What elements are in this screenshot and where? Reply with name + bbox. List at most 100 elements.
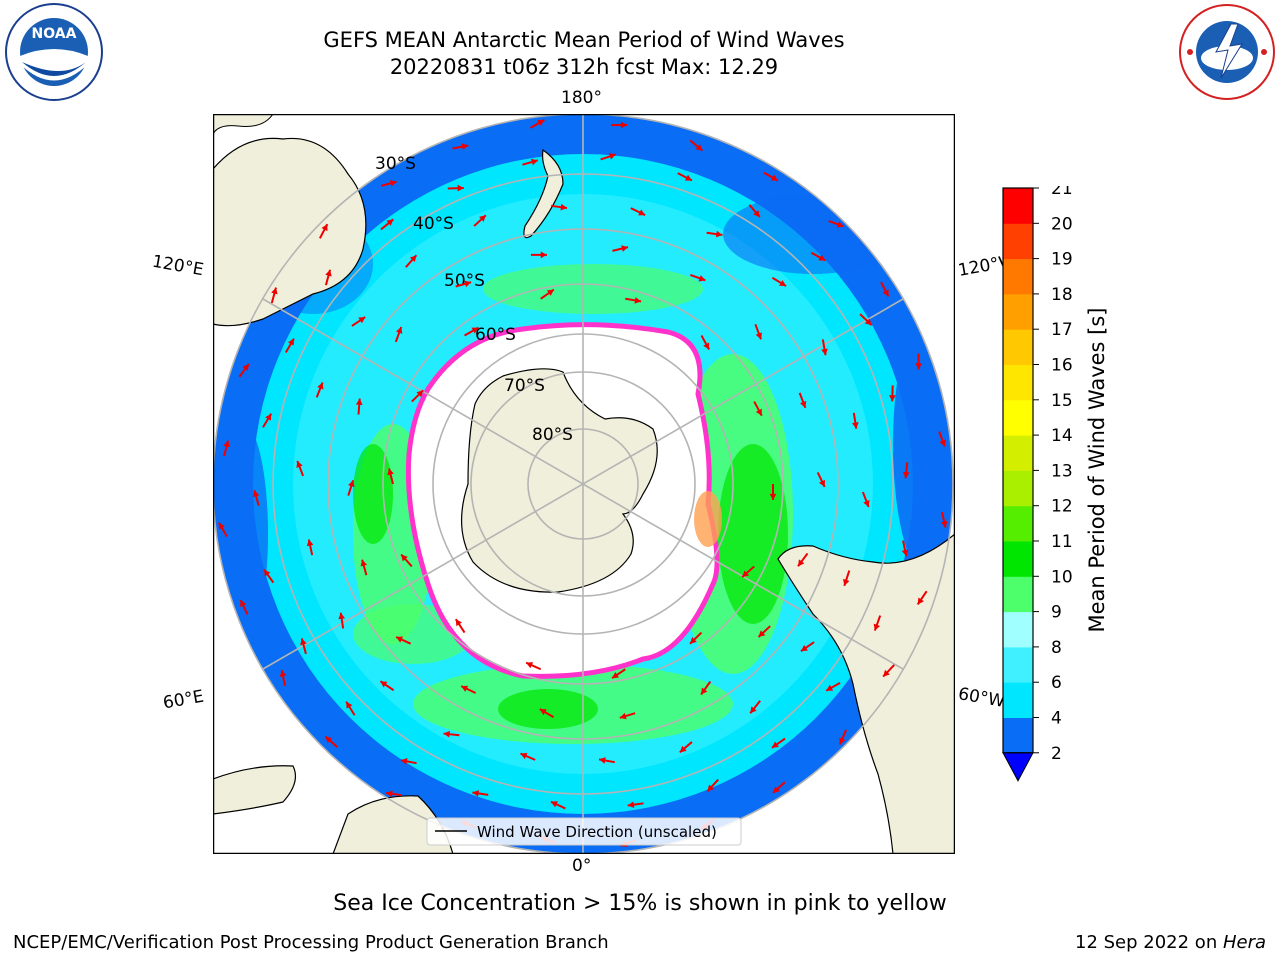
wave-direction-arrowhead [755,332,762,340]
wave-direction-arrowhead [902,471,910,479]
wave-direction-arrowhead [400,758,408,765]
colorbar-segment [1003,576,1033,613]
sea-ice-note: Sea Ice Concentration > 15% is shown in … [333,891,947,916]
colorbar-tick-label: 14 [1051,426,1073,446]
wave-direction-arrowhead [296,461,303,468]
wave-direction-arrowhead [864,318,872,326]
wave-direction-arrowhead [520,752,528,760]
footer-credit: NCEP/EMC/Verification Post Processing Pr… [13,932,609,953]
wave-direction-arrowhead [401,554,408,562]
wave-direction-arrowhead [821,348,828,356]
wave-direction-arrowhead [387,468,394,476]
lon-label-0: 0° [572,856,592,876]
wave-direction-arrowhead [883,669,890,677]
wave-direction-arrowhead [608,153,616,160]
wave-direction-arrowhead [386,790,393,798]
wave-direction-arrowhead [455,619,462,627]
graticule [213,114,954,854]
wave-direction-arrowhead [939,439,946,447]
polar-map: 30°S 40°S 50°S 60°S 70°S 80°S Wind Wave … [213,114,955,854]
wave-direction-arrowhead [621,245,628,252]
wind-wave-arrows [217,118,948,847]
antarctica [461,368,658,593]
wave-direction-arrowhead [882,289,889,297]
wave-direction-arrowhead [537,119,545,126]
footer-host: Hera [1222,932,1266,953]
colorbar-segment [1003,470,1033,507]
wave-direction-arrowhead [471,327,479,334]
colorbar-tick-label: 19 [1051,250,1073,270]
wave-direction-arrowhead [839,737,846,745]
wave-direction-arrowhead [472,790,479,797]
wave-direction-arrowhead [279,670,287,677]
colorbar-segment [1003,435,1033,471]
wave-direction-arrowhead [457,184,464,192]
wave-direction-arrowhead [750,706,757,714]
wave-direction-arrowhead [539,709,547,716]
colorbar-tick-label: 11 [1051,532,1073,552]
colorbar-tick-label: 13 [1051,461,1073,481]
wave-direction-arrowhead [698,275,706,282]
wave-direction-arrowhead [325,269,332,277]
wave-direction-arrowhead [358,317,366,324]
wave-period-high-zone [218,194,953,744]
wave-direction-arrowhead [779,280,787,287]
colorbar-segment [1003,611,1033,648]
wave-direction-arrowhead [265,413,272,421]
wave-direction-arrowhead [386,219,394,226]
south-america [777,533,955,854]
wave-direction-arrowhead [360,559,368,567]
wave-direction-arrowhead [758,630,766,637]
wave-direction-arrowhead [771,741,779,748]
colorbar-segment [1003,505,1033,542]
wave-direction-arrowhead [461,143,469,150]
wave-direction-arrowhead [317,382,324,390]
colorbar-segment [1003,364,1033,401]
wave-direction-arrowhead [321,224,328,232]
wave-direction-arrowhead [843,578,850,586]
colorbar-segment [1003,717,1033,754]
wave-direction-arrowhead [889,395,896,402]
lat-label-40s: 40°S [413,214,454,234]
wave-direction-arrowhead [389,180,397,187]
wave-direction-arrowhead [240,600,247,608]
colorbar-tick-label: 10 [1051,567,1073,587]
colorbar-tick-label: 6 [1051,673,1062,693]
wave-direction-arrowhead [707,784,715,792]
wave-direction-arrowhead [461,685,469,692]
wave-direction-arrowhead [599,757,606,764]
wave-direction-arrowhead [818,479,826,487]
wave-direction-arrowhead [940,520,948,528]
wave-direction-arrowhead [380,681,388,688]
lon-label-180: 180° [561,88,602,108]
wave-direction-arrowhead [818,254,826,261]
nws-logo-icon [1179,4,1275,100]
colorbar-segment [1003,646,1033,683]
wave-direction-arrowhead [800,644,808,652]
wave-direction-arrowhead [753,210,760,218]
wave-direction-arrowhead [634,297,642,304]
wave-direction-arrowhead [703,342,710,350]
wave-direction-arrowhead [530,158,538,166]
wave-direction-arrowhead [800,400,807,408]
colorbar-tick-label: 8 [1051,638,1062,658]
colorbar-tick-label: 20 [1051,214,1073,234]
colorbar-tick-label: 4 [1051,709,1062,729]
colorbar-segment [1003,541,1033,577]
wave-direction-arrowhead [769,493,777,500]
wave-direction-arrowhead [638,209,646,216]
chart-title: GEFS MEAN Antarctic Mean Period of Wind … [323,28,845,52]
colorbar-segment [1003,223,1033,260]
wave-direction-arrowhead [684,174,692,181]
wave-direction-arrowhead [338,612,345,620]
wave-direction-arrowhead [873,623,881,631]
lat-label-80s: 80°S [532,425,573,445]
wave-direction-arrowhead [355,398,363,405]
wave-direction-arrowhead [346,701,353,709]
wave-direction-arrowhead [690,637,697,644]
wave-direction-arrowhead [264,569,271,577]
colorbar-tick-label: 21 [1051,186,1073,199]
noaa-logo-icon: NOAA [5,3,103,101]
wave-direction-arrowhead [852,422,859,429]
wave-direction-arrowhead [560,203,568,211]
